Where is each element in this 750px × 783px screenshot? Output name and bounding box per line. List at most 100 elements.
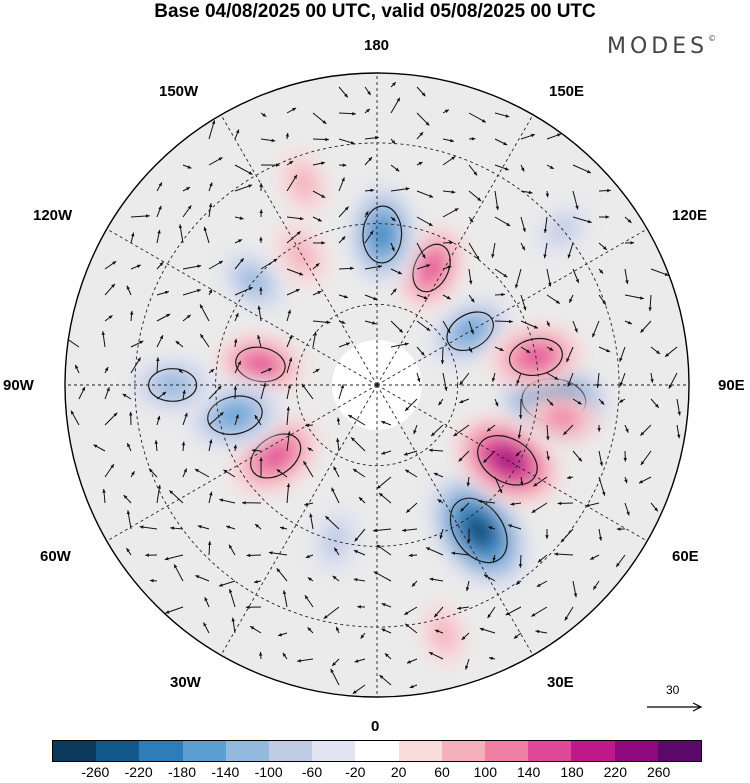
wind-arrow bbox=[546, 268, 552, 287]
wind-arrow bbox=[354, 528, 366, 542]
wind-arrow bbox=[104, 387, 110, 400]
wind-arrow bbox=[335, 626, 340, 634]
wind-arrow bbox=[468, 112, 487, 123]
wind-arrow bbox=[390, 320, 404, 333]
wind-arrow bbox=[257, 334, 262, 348]
wind-arrow bbox=[336, 438, 340, 452]
wind-arrow bbox=[507, 524, 522, 530]
wind-arrow bbox=[650, 346, 661, 355]
colorbar-tick-label: 100 bbox=[473, 764, 498, 780]
wind-arrow bbox=[596, 372, 600, 388]
wind-arrow bbox=[676, 424, 681, 439]
wind-arrow bbox=[598, 215, 610, 219]
wind-arrow bbox=[208, 182, 213, 192]
wind-arrow bbox=[338, 384, 344, 400]
wind-arrow bbox=[156, 313, 171, 322]
lon-label-150e: 150E bbox=[549, 83, 585, 100]
wind-arrow bbox=[390, 288, 397, 296]
wind-arrow bbox=[286, 309, 291, 322]
graticule bbox=[65, 73, 689, 697]
wind-arrow bbox=[286, 174, 298, 192]
wind-arrow bbox=[70, 410, 80, 426]
wind-arrow bbox=[148, 468, 158, 478]
wind-arrow bbox=[130, 214, 150, 218]
wind-arrow bbox=[204, 596, 210, 608]
wind-arrow bbox=[619, 346, 626, 362]
wind-arrow bbox=[416, 242, 426, 259]
wind-arrow bbox=[226, 525, 236, 530]
wind-arrow bbox=[468, 216, 474, 223]
colorbar-tick-label: 140 bbox=[516, 764, 541, 780]
wind-arrow bbox=[208, 157, 223, 166]
wind-arrow bbox=[364, 156, 373, 166]
lon-label-30w: 30W bbox=[170, 674, 201, 691]
wind-arrow bbox=[468, 190, 482, 202]
wind-arrow bbox=[156, 484, 162, 504]
colorbar-swatch bbox=[139, 741, 183, 761]
wind-arrow bbox=[254, 523, 262, 530]
lon-label-0: 0 bbox=[371, 718, 380, 735]
wind-arrow bbox=[173, 564, 184, 582]
wind-arrow bbox=[434, 629, 444, 634]
wind-arrow bbox=[233, 385, 238, 400]
wind-arrow bbox=[129, 310, 134, 322]
wind-arrow bbox=[78, 386, 86, 400]
wind-arrow bbox=[376, 476, 392, 490]
wind-arrow bbox=[165, 606, 184, 614]
wind-arrow bbox=[640, 424, 652, 436]
lon-label-120e: 120E bbox=[672, 207, 708, 224]
wind-arrow bbox=[74, 364, 80, 374]
wind-arrow bbox=[338, 163, 347, 167]
wind-arrow bbox=[466, 476, 471, 487]
wind-arrow bbox=[585, 502, 600, 508]
wind-arrow bbox=[208, 203, 213, 218]
map-border bbox=[64, 72, 690, 698]
wind-arrow bbox=[453, 424, 470, 437]
wind-arrow bbox=[130, 470, 135, 478]
wind-arrow bbox=[520, 476, 524, 486]
wind-arrow bbox=[156, 334, 164, 348]
colorbar-tick-label: 180 bbox=[560, 764, 584, 780]
wind-arrow bbox=[416, 320, 431, 332]
wind-arrow bbox=[403, 450, 418, 456]
wind-arrow bbox=[364, 320, 377, 325]
wind-arrow bbox=[468, 346, 473, 353]
wind-arrow bbox=[223, 469, 236, 478]
wind-arrow bbox=[323, 606, 340, 620]
wind-arrow bbox=[156, 415, 161, 426]
colorbar bbox=[52, 740, 702, 762]
colorbar-swatch bbox=[657, 741, 702, 761]
wind-arrow bbox=[572, 320, 578, 333]
wind-arrow bbox=[312, 262, 320, 270]
wind-arrow bbox=[515, 450, 522, 457]
wind-arrow bbox=[276, 568, 288, 582]
wind-arrow bbox=[338, 177, 345, 192]
wind-arrow bbox=[390, 216, 396, 222]
wind-arrow bbox=[494, 216, 511, 227]
wind-arrow bbox=[331, 487, 340, 504]
wind-arrow bbox=[592, 580, 600, 590]
wind-arrow bbox=[259, 287, 263, 296]
wind-arrow bbox=[676, 398, 681, 416]
wind-arrow bbox=[640, 450, 652, 466]
wind-arrow bbox=[624, 241, 635, 245]
wind-arrow bbox=[233, 444, 238, 452]
wind-arrow bbox=[350, 437, 366, 452]
wind-arrow bbox=[409, 684, 418, 689]
wind-arrow bbox=[260, 163, 280, 167]
wind-arrow bbox=[545, 528, 549, 539]
wind-arrow bbox=[572, 164, 592, 174]
wind-arrow bbox=[439, 528, 444, 540]
wind-arrow bbox=[566, 475, 574, 480]
wind-arrow bbox=[438, 398, 444, 406]
wind-arrow bbox=[567, 242, 574, 259]
wind-arrow bbox=[364, 230, 374, 244]
wind-arrow bbox=[260, 382, 267, 400]
wind-arrow bbox=[416, 161, 423, 166]
wind-arrow bbox=[483, 574, 496, 582]
streamline bbox=[207, 395, 263, 435]
wind-arrow bbox=[494, 319, 513, 324]
wind-arrow bbox=[312, 112, 327, 125]
wind-arrow bbox=[381, 420, 392, 426]
